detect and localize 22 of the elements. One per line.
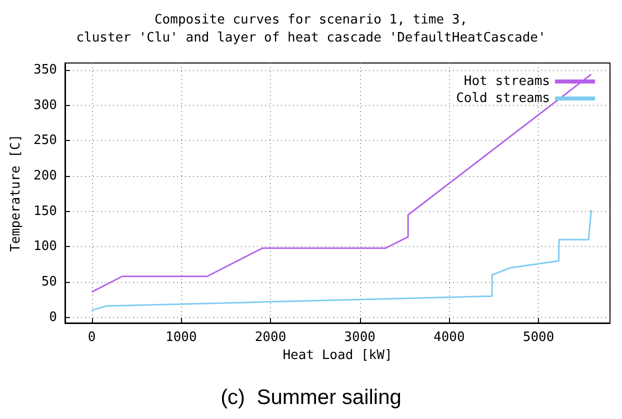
y-tick-label: 150	[34, 204, 57, 219]
line-series	[91, 209, 592, 312]
y-tick-label: 50	[41, 274, 57, 290]
legend-label: Cold streams	[456, 91, 550, 106]
x-tick-label: 4000	[434, 330, 465, 345]
y-tick-label: 200	[34, 168, 57, 184]
y-tick-label: 300	[34, 98, 57, 113]
x-tick-label: 5000	[522, 330, 554, 345]
x-axis-title: Heat Load [kW]	[282, 348, 392, 363]
y-tick-label: 100	[34, 239, 57, 254]
legend-label: Hot streams	[464, 74, 550, 89]
y-tick-label: 0	[49, 310, 57, 325]
x-tick-label: 1000	[165, 330, 197, 345]
y-axis-title: Temperature [C]	[8, 134, 24, 252]
y-tick-label: 250	[34, 133, 57, 148]
x-tick-label: 0	[88, 330, 96, 345]
x-tick-label: 3000	[344, 330, 376, 345]
x-tick-label: 2000	[254, 330, 286, 345]
line-series	[91, 74, 592, 293]
chart-title: Composite curves for scenario 1, time 3, cluster 'Clu' and layer of heat cascade 'DefaultHeatCascade'	[76, 12, 546, 46]
text: (c) Summer sailing	[220, 386, 402, 409]
y-tick-label: 350	[34, 62, 57, 78]
